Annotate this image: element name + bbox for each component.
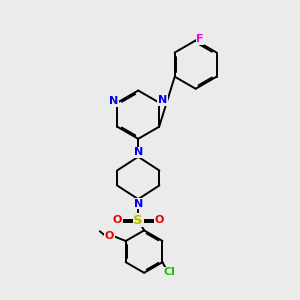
- Text: N: N: [109, 96, 119, 106]
- Text: N: N: [158, 95, 167, 105]
- Text: O: O: [154, 215, 164, 225]
- Text: O: O: [105, 231, 114, 241]
- Text: N: N: [134, 147, 143, 158]
- Text: O: O: [113, 215, 122, 225]
- Text: N: N: [134, 199, 143, 208]
- Text: Cl: Cl: [163, 268, 175, 278]
- Text: S: S: [134, 214, 143, 226]
- Text: F: F: [196, 34, 204, 44]
